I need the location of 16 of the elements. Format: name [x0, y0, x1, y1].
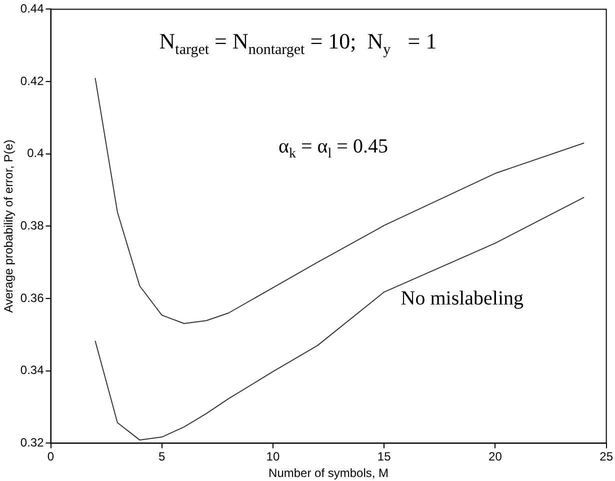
- x-tick-label: 15: [377, 450, 392, 464]
- annotation: No mislabeling: [400, 287, 524, 310]
- y-tick-label: 0.4: [27, 146, 44, 160]
- x-tick-label: 25: [600, 450, 614, 464]
- y-tick-label: 0.44: [20, 2, 44, 16]
- x-axis-title: Number of symbols, M: [268, 466, 389, 480]
- y-tick-label: 0.34: [20, 363, 44, 378]
- x-tick-label: 5: [158, 450, 166, 464]
- y-tick-label: 0.42: [20, 74, 44, 88]
- y-tick-label: 0.36: [20, 290, 44, 305]
- x-tick-label: 0: [47, 450, 54, 464]
- x-tick-label: 20: [488, 450, 502, 464]
- y-tick-label: 0.38: [20, 218, 44, 233]
- y-tick-label: 0.32: [20, 436, 44, 450]
- y-axis-title: Average probability of error, P(e): [2, 140, 16, 313]
- x-tick-label: 10: [266, 450, 280, 464]
